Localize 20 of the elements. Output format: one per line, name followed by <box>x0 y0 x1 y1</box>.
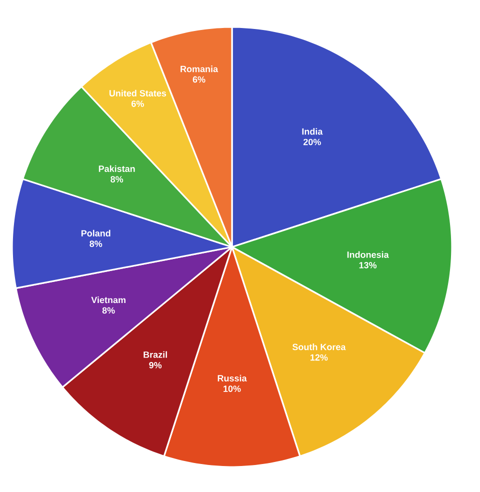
slice-label: Brazil <box>144 351 167 358</box>
slice-label: India <box>302 128 323 135</box>
slice-label: South Korea <box>292 344 346 350</box>
slice-label: Russia <box>218 374 247 382</box>
data-label: 8% <box>102 307 115 314</box>
data-label: 20% <box>303 138 321 146</box>
data-label: 12% <box>310 354 328 361</box>
slice-label: Romania <box>180 66 218 72</box>
slice-label: Pakistan <box>98 165 135 172</box>
data-label: 10% <box>224 386 241 392</box>
slice-label: Vietnam <box>91 296 126 304</box>
data-label: 8% <box>90 240 102 247</box>
data-label: 13% <box>359 262 377 268</box>
data-label: 6% <box>132 100 144 107</box>
slice-label: Indonesia <box>347 251 389 258</box>
data-label: 9% <box>149 362 162 368</box>
slice-label: United States <box>109 90 166 96</box>
data-label: 6% <box>192 76 206 83</box>
data-label: 8% <box>110 176 124 182</box>
slice-label: Poland <box>81 230 110 236</box>
